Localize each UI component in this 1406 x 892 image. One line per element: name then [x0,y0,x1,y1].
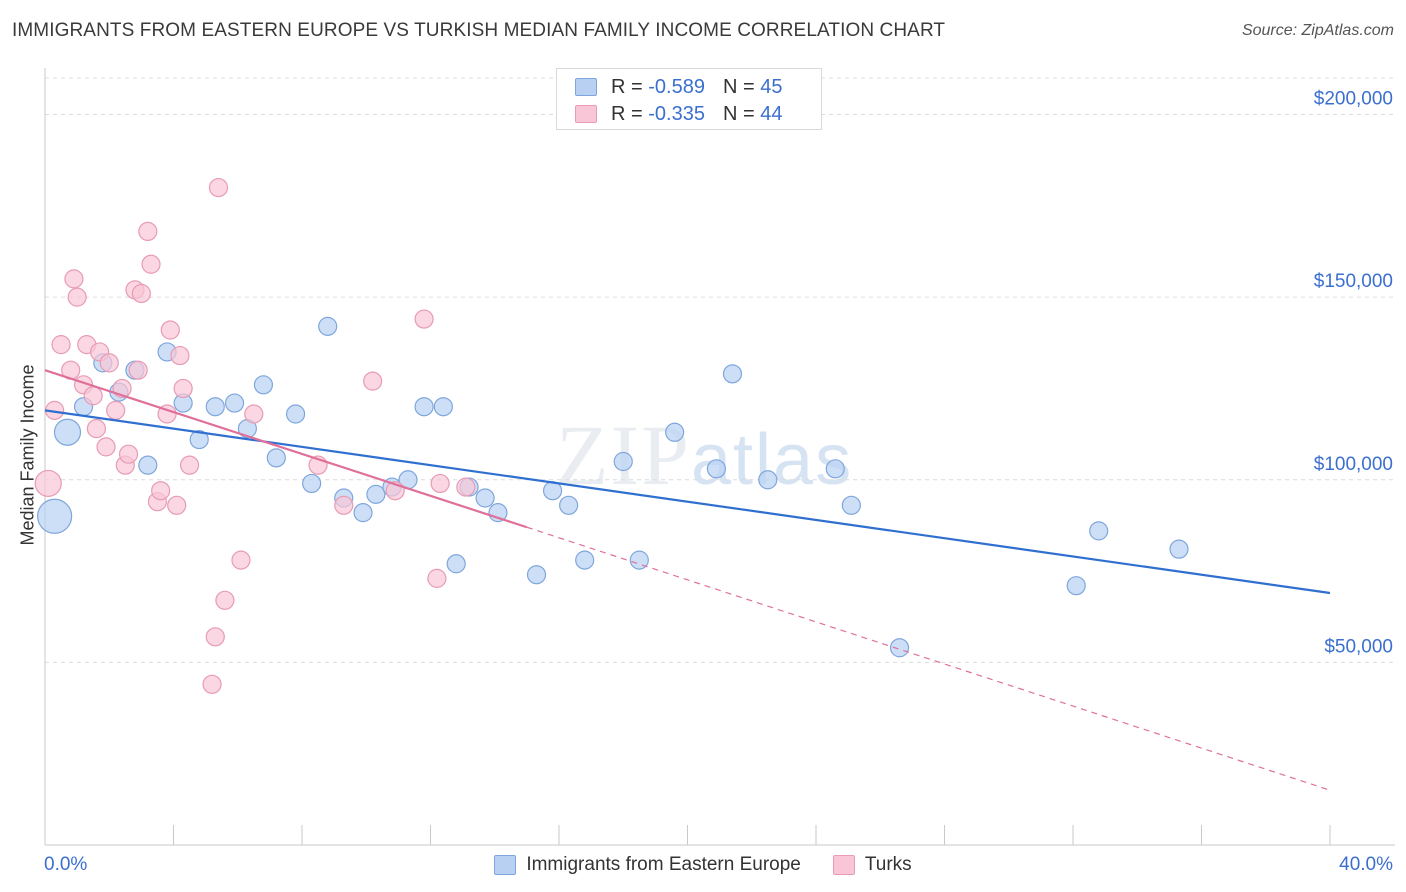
data-point-blue [53,418,82,446]
data-point-pink [173,378,193,399]
data-point-pink [160,320,180,340]
data-point-blue [825,459,845,479]
data-point-pink [208,177,229,198]
data-point-pink [96,437,116,457]
data-point-pink [34,469,62,498]
n-value: 44 [760,102,783,125]
r-value: -0.589 [648,75,705,98]
data-point-blue [205,397,225,417]
y-tick-label: $150,000 [1314,271,1393,292]
data-point-blue [318,316,338,336]
trend-line-extension-pink [526,526,1331,791]
data-point-blue [575,550,595,570]
series-legend: Immigrants from Eastern Europe Turks [0,852,1406,878]
data-point-pink [141,254,161,274]
n-label: N = [722,75,755,98]
data-point-pink [205,627,225,647]
data-point-pink [202,674,222,694]
data-point-blue [366,484,386,504]
data-point-blue [559,495,579,515]
n-label: N = [722,102,755,125]
x-tick-label-max: 40.0% [1339,854,1393,875]
data-point-blue [189,429,209,450]
data-point-pink [99,353,119,373]
chart-title: IMMIGRANTS FROM EASTERN EUROPE VS TURKIS… [12,20,946,41]
legend-label: Turks [864,854,912,875]
data-point-blue [285,404,306,424]
legend-label: Immigrants from Eastern Europe [526,854,801,875]
y-tick-label: $200,000 [1314,89,1393,110]
data-point-pink [128,360,148,380]
data-point-blue [665,422,685,442]
data-point-blue [414,397,434,417]
data-point-pink [179,455,200,475]
data-point-blue [841,495,861,515]
data-point-blue [302,473,322,494]
r-value: -0.335 [648,102,705,125]
data-point-pink [363,371,383,391]
data-point-pink [334,495,354,515]
data-point-pink [244,404,264,424]
data-point-blue [629,550,649,570]
data-point-blue [613,451,633,472]
data-point-pink [456,477,476,497]
data-point-blue [758,470,778,490]
data-point-pink [138,221,158,241]
data-point-pink [414,309,434,329]
correlation-legend: R = -0.589 N = 45 R = -0.335 N = 44 [556,68,822,130]
data-point-blue [475,488,495,508]
legend-swatch-pink [832,855,855,875]
data-point-pink [106,400,126,420]
data-point-pink [231,550,251,570]
data-point-pink [151,481,171,501]
data-point-blue [433,397,453,417]
data-point-blue [722,364,743,384]
n-value: 45 [760,75,783,98]
data-point-pink [131,283,151,304]
source-label: Source: ZipAtlas.com [1241,22,1394,39]
data-point-blue [224,393,245,413]
data-point-pink [430,473,450,494]
legend-item-turks[interactable]: Turks [832,854,912,876]
data-point-blue [1169,539,1189,559]
data-point-pink [170,345,190,366]
legend-swatch-blue [575,78,597,96]
data-point-pink [427,568,447,588]
data-point-pink [64,269,84,289]
legend-item-eastern-europe[interactable]: Immigrants from Eastern Europe [494,854,801,876]
y-tick-label: $50,000 [1324,636,1393,657]
data-point-pink [51,335,71,355]
data-point-blue [138,455,158,475]
x-tick-label-min: 0.0% [44,854,87,875]
y-axis-label: Median Family Income [17,364,38,546]
legend-swatch-pink [575,105,597,123]
data-point-pink [86,419,107,439]
data-point-blue [706,459,727,479]
legend-row-turks: R = -0.335 N = 44 [575,102,782,126]
data-point-blue [526,565,547,585]
y-tick-label: $100,000 [1314,454,1393,475]
data-point-pink [215,590,235,610]
data-point-blue [353,503,373,523]
r-label: R = [611,102,643,125]
legend-swatch-blue [494,855,517,875]
data-point-blue [889,638,910,658]
data-point-blue [1089,521,1109,541]
data-point-blue [1066,576,1086,596]
data-point-pink [167,495,187,515]
data-point-pink [67,287,87,307]
trend-line-pink [44,369,528,529]
r-label: R = [611,75,643,98]
data-point-pink [83,386,103,406]
data-point-blue [266,448,286,468]
data-point-blue [37,498,73,534]
legend-row-eastern-europe: R = -0.589 N = 45 [575,75,782,99]
data-point-pink [118,444,139,464]
data-point-blue [446,554,466,574]
data-point-blue [253,375,274,395]
